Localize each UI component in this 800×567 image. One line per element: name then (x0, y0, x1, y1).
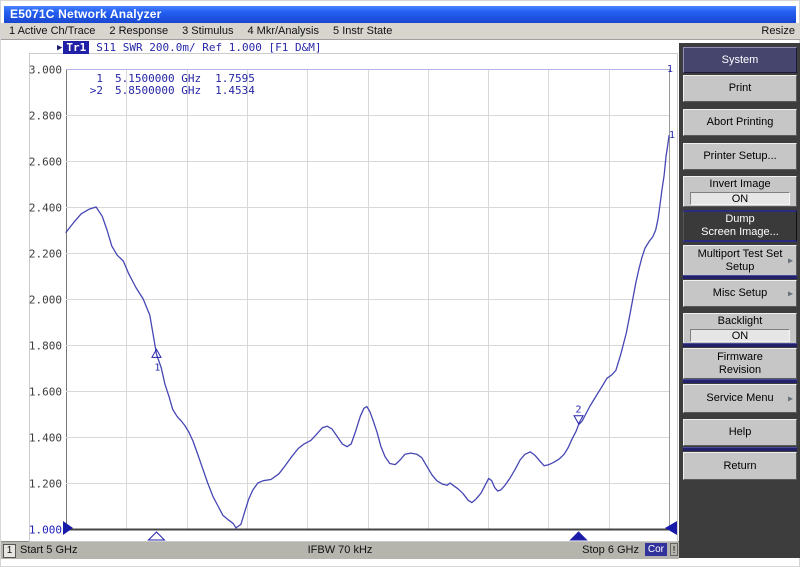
softkey-label: Service Menu (706, 392, 774, 404)
softkey-label: Print (728, 82, 752, 94)
marker-readout: 1 5.1500000 GHz 1.7595 >2 5.8500000 GHz 1.453… (87, 73, 255, 97)
marker-frequency: 5.1500000 GHz (115, 72, 202, 85)
softkey-label: Invert Image (709, 178, 771, 190)
menu-mkr-analysis[interactable]: 4 Mkr/Analysis (247, 25, 320, 37)
marker-2-stimulus-indicator-icon (569, 531, 588, 541)
softkey-label: Multiport Test Set (697, 247, 783, 260)
y-tick-label: 1.400 (29, 432, 62, 445)
softkey-group-separator (683, 447, 797, 451)
window-title: E5071C Network Analyzer (10, 7, 162, 21)
plot-frame (29, 53, 678, 542)
softkey-group-separator (683, 343, 797, 347)
softkey-group-separator (683, 275, 797, 279)
trace1-format-label: S11 SWR 200.0m/ Ref 1.000 [F1 D&M] (96, 41, 322, 54)
trace1-chip[interactable]: Tr1 (63, 41, 90, 54)
softkey-abort-printing[interactable]: Abort Printing (683, 109, 797, 136)
sweep-stop-label[interactable]: Stop 6 GHz (582, 544, 639, 556)
correction-badge: Cor (644, 543, 667, 556)
y-tick-label: 2.200 (29, 248, 62, 261)
marker-frequency: 5.8500000 GHz (115, 84, 202, 97)
marker-2-glyph-icon (573, 415, 584, 425)
softkey-label: Misc Setup (712, 287, 768, 299)
softkey-label: Return (723, 459, 757, 472)
softkey-label: Help (728, 426, 752, 438)
softkey-print[interactable]: Print (683, 75, 797, 102)
sweep-start-label[interactable]: Start 5 GHz (20, 544, 78, 556)
marker-value: 1.7595 (215, 72, 255, 85)
softkey-label: Abort Printing (706, 116, 774, 128)
y-tick-label: 3.000 (29, 64, 62, 77)
softkey-label: Backlight (717, 315, 763, 327)
active-trace-cursor-icon: ▶ (57, 42, 63, 53)
menu-response[interactable]: 2 Response (109, 25, 169, 37)
softkey-label: Setup (725, 260, 755, 273)
menu-bar: 1 Active Ch/Trace 2 Response 3 Stimulus 4 M… (1, 23, 800, 40)
swr-trace-line (65, 135, 670, 529)
y-tick-label: 1.800 (29, 340, 62, 353)
ref-level-left-arrow-icon (63, 521, 73, 535)
y-tick-label: 1.200 (29, 478, 62, 491)
softkey-sidebar: System Print Abort Printing Printer Setup..… (679, 43, 800, 558)
softkey-help[interactable]: Help (683, 419, 797, 446)
softkey-dump-screen-image[interactable]: Dump Screen Image... (683, 210, 797, 242)
submenu-arrow-icon: ▸ (787, 255, 793, 266)
menu-stimulus[interactable]: 3 Stimulus (182, 25, 234, 37)
softkey-system[interactable]: System (683, 47, 797, 73)
warning-indicator: ! (670, 543, 678, 556)
softkey-invert-image[interactable]: Invert Image ON (683, 176, 797, 207)
menu-active-ch-trace[interactable]: 1 Active Ch/Trace (9, 25, 96, 37)
softkey-toggle-state: ON (690, 329, 790, 342)
channel-number-box: 1 (3, 544, 16, 558)
softkey-printer-setup[interactable]: Printer Setup... (683, 143, 797, 170)
menu-items: 1 Active Ch/Trace 2 Response 3 Stimulus 4 M… (1, 25, 761, 37)
marker-value: 1.4534 (215, 84, 255, 97)
softkey-return[interactable]: Return (683, 452, 797, 480)
submenu-arrow-icon: ▸ (787, 288, 793, 299)
trace-header: ▶ Tr1 S11 SWR 200.0m/ Ref 1.000 [F1 D&M] (57, 41, 321, 54)
marker-number: 1 (96, 72, 103, 85)
softkey-multiport-test-set-setup[interactable]: Multiport Test Set Setup ▸ (683, 245, 797, 276)
marker-1-glyph-icon (151, 348, 162, 358)
softkey-group-separator (683, 379, 797, 383)
softkey-label: Dump (725, 213, 755, 225)
softkey-firmware-revision[interactable]: Firmware Revision (683, 348, 797, 379)
softkey-toggle-state: ON (690, 192, 790, 205)
y-tick-label: 1.600 (29, 386, 62, 399)
ifbw-label[interactable]: IFBW 70 kHz (307, 544, 373, 556)
softkey-misc-setup[interactable]: Misc Setup ▸ (683, 280, 797, 307)
marker-1-stimulus-indicator-icon (147, 531, 166, 541)
y-tick-label: 2.800 (29, 110, 62, 123)
marker-readout-row: 1 5.1500000 GHz 1.7595 (87, 72, 255, 85)
scale-top-trace-number: 1 (667, 64, 673, 75)
y-tick-label: 1.000 (29, 524, 62, 537)
softkey-backlight[interactable]: Backlight ON (683, 313, 797, 344)
y-tick-label: 2.400 (29, 202, 62, 215)
softkey-label: Firmware (717, 350, 763, 363)
softkey-service-menu[interactable]: Service Menu ▸ (683, 384, 797, 413)
marker-1-number: 1 (154, 362, 160, 373)
marker-readout-row: >2 5.8500000 GHz 1.4534 (87, 85, 255, 97)
ref-level-right-arrow-icon (665, 521, 677, 535)
y-tick-label: 2.000 (29, 294, 62, 307)
trace-end-number: 1 (669, 130, 675, 141)
y-tick-label: 2.600 (29, 156, 62, 169)
softkey-label: Revision (718, 363, 762, 376)
marker-2-number: 2 (576, 405, 582, 416)
marker-number: >2 (89, 84, 103, 97)
menu-instr-state[interactable]: 5 Instr State (333, 25, 393, 37)
softkey-label: Printer Setup... (703, 150, 777, 162)
softkey-label: Screen Image... (701, 226, 779, 238)
title-bar: E5071C Network Analyzer (4, 6, 796, 23)
submenu-arrow-icon: ▸ (787, 393, 793, 404)
resize-menu-item[interactable]: Resize (761, 25, 795, 37)
